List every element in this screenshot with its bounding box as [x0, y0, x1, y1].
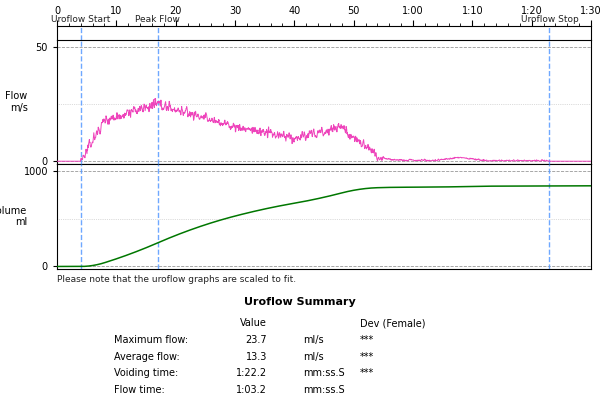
- Text: ml/s: ml/s: [303, 352, 323, 361]
- Text: Uroflow Stop: Uroflow Stop: [521, 15, 578, 24]
- Text: Uroflow Summary: Uroflow Summary: [244, 297, 356, 307]
- Text: Voiding time:: Voiding time:: [114, 368, 178, 378]
- Y-axis label: Volume
ml: Volume ml: [0, 205, 28, 227]
- Text: 1:22.2: 1:22.2: [236, 368, 267, 378]
- Text: 13.3: 13.3: [245, 352, 267, 361]
- Text: mm:ss.S: mm:ss.S: [303, 368, 344, 378]
- Y-axis label: Flow
m/s: Flow m/s: [5, 91, 28, 113]
- Text: ***: ***: [360, 335, 374, 345]
- Text: Please note that the uroflow graphs are scaled to fit.: Please note that the uroflow graphs are …: [57, 275, 296, 284]
- Text: Maximum flow:: Maximum flow:: [114, 335, 188, 345]
- Text: Dev (Female): Dev (Female): [360, 318, 425, 328]
- Text: Average flow:: Average flow:: [114, 352, 180, 361]
- Text: mm:ss.S: mm:ss.S: [303, 385, 344, 395]
- Text: ml/s: ml/s: [303, 335, 323, 345]
- Text: ***: ***: [360, 352, 374, 361]
- Text: Flow time:: Flow time:: [114, 385, 165, 395]
- Text: Value: Value: [240, 318, 267, 328]
- Text: 1:03.2: 1:03.2: [236, 385, 267, 395]
- Text: Peak Flow: Peak Flow: [136, 15, 181, 24]
- Text: Uroflow Start: Uroflow Start: [51, 15, 110, 24]
- Text: 23.7: 23.7: [245, 335, 267, 345]
- Text: ***: ***: [360, 368, 374, 378]
